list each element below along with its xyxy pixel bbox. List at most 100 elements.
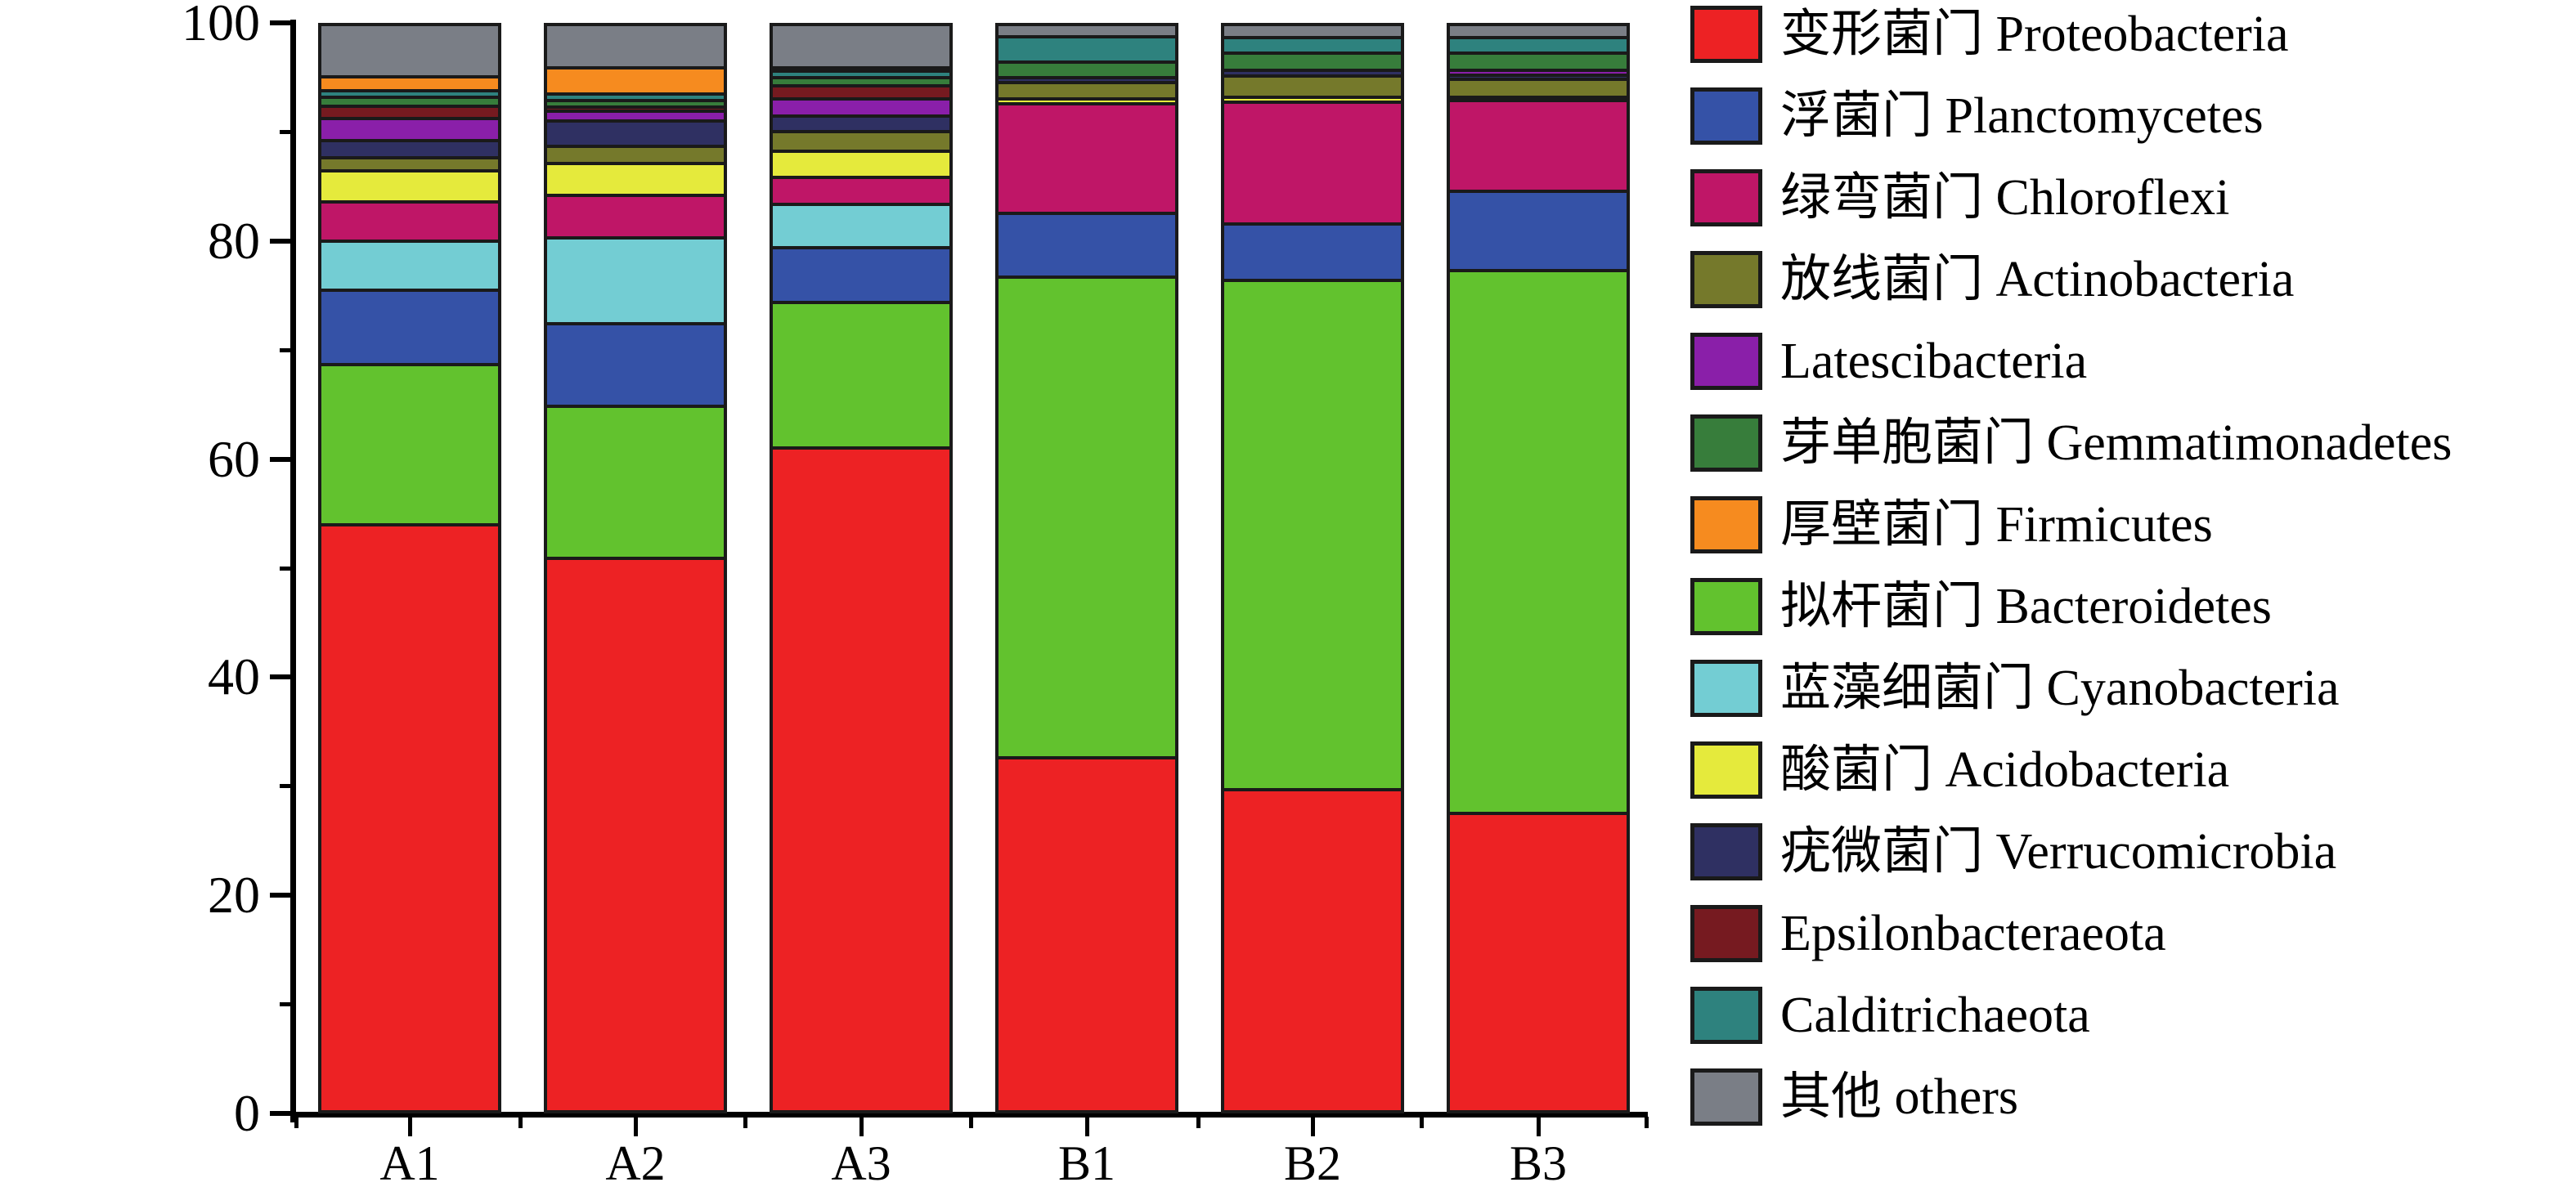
legend-item-Epsilonbacteraeota: Epsilonbacteraeota	[1690, 905, 2508, 962]
bar-A3-segment-Chloroflexi	[770, 177, 953, 205]
bar-A1-divider-11	[318, 89, 501, 93]
bar-A3-segment-Latescibacteria	[770, 99, 953, 117]
bar-A1-segment-Bacteroidetes	[318, 364, 501, 525]
bar-A1-divider-12	[318, 75, 501, 79]
bar-B1-divider-1	[995, 275, 1178, 279]
legend-label-Calditrichaeota: Calditrichaeota	[1780, 988, 2090, 1043]
bar-A1-segment-Latescibacteria	[318, 118, 501, 141]
bar-A2-segment-Proteobacteria	[544, 558, 727, 1113]
bar-A2-segment-Verrucomicrobia	[544, 121, 727, 146]
y-major-tick-60	[270, 456, 290, 462]
bar-B2-segment-Calditrichaeota	[1221, 38, 1404, 54]
x-major-tick-B1	[1085, 1117, 1089, 1136]
bar-A3-divider-2	[770, 246, 953, 250]
bar-A1-divider-6	[318, 156, 501, 160]
bar-A3-segment-Acidobacteria	[770, 150, 953, 177]
x-tick-label-A2: A2	[605, 1136, 666, 1190]
legend-swatch-Latescibacteria	[1690, 333, 1762, 390]
bar-B1-segment-Verrucomicrobia	[995, 77, 1178, 83]
x-major-tick-A2	[634, 1117, 638, 1136]
bar-A1-divider-3	[318, 239, 501, 243]
bar-B2-segment-Proteobacteria	[1221, 790, 1404, 1113]
bar-A2-segment-Chloroflexi	[544, 195, 727, 238]
legend-label-Actinobacteria: 放线菌门 Actinobacteria	[1780, 252, 2295, 307]
bar-B1-segment-others	[995, 23, 1178, 38]
bar-A1-divider-4	[318, 200, 501, 204]
x-major-tick-B2	[1311, 1117, 1315, 1136]
x-minor-tick-6	[1645, 1117, 1649, 1128]
bar-A3-segment-Bacteroidetes	[770, 302, 953, 449]
legend-item-Latescibacteria: Latescibacteria	[1690, 333, 2508, 390]
bar-B3-segment-others	[1447, 23, 1630, 38]
bar-A1-divider-1	[318, 362, 501, 366]
legend-item-Firmicutes: 厚壁菌门 Firmicutes	[1690, 496, 2508, 553]
bar-A2-segment-Cyanobacteria	[544, 237, 727, 325]
x-tick-label-B1: B1	[1057, 1136, 1116, 1190]
legend-label-Proteobacteria: 变形菌门 Proteobacteria	[1780, 7, 2289, 62]
bar-A1-segment-Actinobacteria	[318, 158, 501, 171]
legend-swatch-Epsilonbacteraeota	[1690, 905, 1762, 962]
bar-A2-segment-Acidobacteria	[544, 163, 727, 195]
bar-B1-segment-Bacteroidetes	[995, 276, 1178, 759]
legend-swatch-Acidobacteria	[1690, 741, 1762, 799]
bar-B2-divider-2	[1221, 222, 1404, 226]
bar-A2-divider-8	[544, 110, 727, 114]
x-major-tick-A1	[408, 1117, 412, 1136]
bar-A1-divider-9	[318, 105, 501, 109]
bar-B2-segment-Chloroflexi	[1221, 101, 1404, 225]
y-tick-label-100: 100	[182, 0, 260, 52]
bar-A2-segment-Epsilonbacteraeota	[544, 107, 727, 112]
y-major-tick-20	[270, 893, 290, 898]
bar-A3-segment-Epsilonbacteraeota	[770, 86, 953, 100]
bar-B2-divider-4	[1221, 95, 1404, 99]
bar-B1-segment-Planctomycetes	[995, 213, 1178, 277]
bar-B3-divider-4	[1447, 96, 1630, 100]
legend-item-Chloroflexi: 绿弯菌门 Chloroflexi	[1690, 169, 2508, 226]
bar-B3-divider-5	[1447, 77, 1630, 81]
bar-A1-segment-Cyanobacteria	[318, 240, 501, 291]
y-minor-tick-30	[280, 784, 290, 789]
bar-A1-divider-5	[318, 168, 501, 172]
bar-A1-divider-10	[318, 95, 501, 99]
bar-A3-segment-Calditrichaeota	[770, 70, 953, 78]
bar-B2-divider-7	[1221, 52, 1404, 56]
bar-A1-segment-Calditrichaeota	[318, 91, 501, 97]
bar-A2-segment-others	[544, 23, 727, 68]
bar-B3-divider-8	[1447, 52, 1630, 56]
legend-swatch-Chloroflexi	[1690, 169, 1762, 226]
bar-A1-segment-Acidobacteria	[318, 170, 501, 203]
bar-B1-divider-2	[995, 211, 1178, 215]
x-minor-tick-4	[1196, 1117, 1200, 1128]
legend-label-Cyanobacteria: 蓝藻细菌门 Cyanobacteria	[1780, 661, 2340, 716]
bar-B3-segment-Chloroflexi	[1447, 101, 1630, 192]
y-major-tick-0	[270, 1111, 290, 1116]
bar-B3-segment-Calditrichaeota	[1447, 38, 1630, 54]
bar-A1-divider-7	[318, 139, 501, 143]
bar-A1-divider-8	[318, 116, 501, 120]
bar-A3-divider-0	[770, 446, 953, 450]
bar-A2-segment-Latescibacteria	[544, 111, 727, 122]
bar-A2-segment-Gemmatimonadetes	[544, 100, 727, 108]
bar-B3-segment-Latescibacteria	[1447, 70, 1630, 76]
legend-swatch-Planctomycetes	[1690, 87, 1762, 145]
legend-swatch-Bacteroidetes	[1690, 578, 1762, 635]
legend-label-Verrucomicrobia: 疣微菌门 Verrucomicrobia	[1780, 824, 2337, 880]
bar-A1-segment-Chloroflexi	[318, 202, 501, 241]
y-axis-line	[290, 20, 296, 1122]
legend-label-Epsilonbacteraeota: Epsilonbacteraeota	[1780, 906, 2166, 961]
bar-A2-divider-12	[544, 65, 727, 69]
bar-A3-segment-Planctomycetes	[770, 248, 953, 303]
bar-A1-segment-others	[318, 23, 501, 78]
legend-label-Planctomycetes: 浮菌门 Planctomycetes	[1780, 88, 2264, 144]
legend-item-Calditrichaeota: Calditrichaeota	[1690, 987, 2508, 1044]
y-minor-tick-50	[280, 566, 290, 571]
bar-B3-segment-Actinobacteria	[1447, 78, 1630, 98]
x-tick-label-A1: A1	[379, 1136, 440, 1190]
x-axis-line	[290, 1112, 1648, 1118]
bar-A3-divider-5	[770, 149, 953, 153]
bar-B1-outline	[995, 23, 1178, 1113]
bar-A1-divider-0	[318, 522, 501, 526]
bar-A2-segment-Planctomycetes	[544, 324, 727, 406]
bar-A2-divider-2	[544, 322, 727, 326]
bar-B3-divider-2	[1447, 190, 1630, 194]
